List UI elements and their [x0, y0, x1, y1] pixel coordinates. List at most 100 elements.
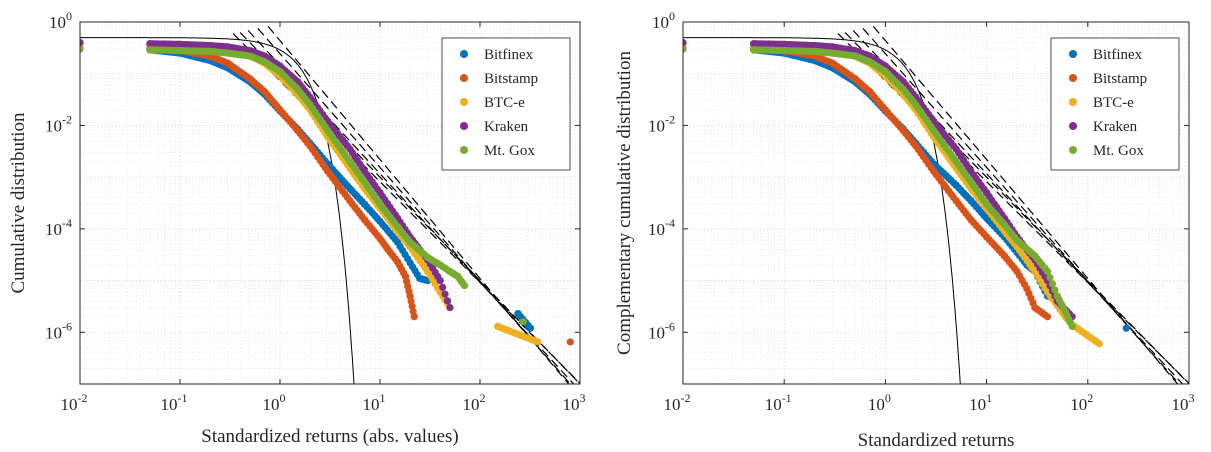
legend-marker [1069, 146, 1077, 154]
axes-frame [79, 21, 581, 385]
x-tick-label: 10-2 [664, 391, 691, 414]
gaussian-curve [80, 37, 355, 384]
data-point [224, 59, 232, 67]
x-axis-label: Standardized returns [858, 430, 1015, 451]
data-point [410, 313, 418, 321]
data-point [683, 45, 687, 53]
x-tick-label: 101 [363, 391, 386, 414]
legend-marker [1069, 74, 1077, 82]
data-point [1031, 304, 1039, 312]
data-point [441, 290, 449, 298]
legend-label: Bitfinex [1093, 47, 1143, 63]
y-tick-label: 100 [652, 9, 675, 32]
data-point [443, 297, 452, 305]
data-point [566, 338, 574, 346]
fit-dashed-line [257, 28, 572, 384]
data-point [394, 223, 402, 231]
data-point [324, 126, 332, 135]
data-point [346, 197, 354, 205]
data-point [1000, 221, 1009, 229]
data-point [406, 292, 414, 300]
data-point [276, 67, 284, 76]
x-tick-label: 10-1 [161, 391, 188, 414]
data-point [952, 145, 960, 153]
legend-label: Bitstamp [1093, 71, 1147, 87]
data-point [881, 106, 890, 114]
data-point [866, 88, 874, 96]
data-point [1061, 308, 1069, 316]
data-point [446, 267, 454, 276]
data-point [401, 272, 410, 281]
data-point [967, 178, 975, 186]
data-point [260, 88, 269, 96]
y-tick-label: 10-2 [648, 112, 675, 135]
data-point [224, 49, 232, 57]
data-point [306, 101, 314, 109]
legend-label: Bitfinex [484, 47, 534, 63]
data-point [276, 106, 284, 114]
data-point [1023, 284, 1031, 293]
data-point [416, 274, 424, 283]
data-point [206, 41, 214, 50]
series-mt-gox [683, 45, 1076, 330]
data-point [851, 75, 859, 83]
legend-marker [460, 122, 468, 130]
data-point [514, 309, 522, 318]
y-tick-label: 10-4 [45, 216, 72, 239]
data-point [851, 52, 859, 60]
legend-marker [460, 74, 468, 82]
legend: Bitfinex Bitstamp BTC-e Kraken Mt. Gox [1050, 37, 1180, 171]
fit-dashed-line [247, 30, 575, 384]
data-point [983, 233, 991, 241]
data-point [828, 49, 837, 57]
data-point [983, 189, 991, 197]
data-point [1122, 324, 1130, 332]
data-point [376, 200, 384, 208]
data-point [439, 283, 447, 291]
data-point [1053, 292, 1061, 300]
data-point [436, 261, 444, 269]
data-point [526, 324, 535, 332]
x-tick-label: 101 [969, 391, 992, 414]
data-point [376, 234, 384, 243]
legend-label: BTC-e [1093, 95, 1134, 111]
data-point [360, 178, 369, 186]
data-point [294, 85, 302, 93]
data-point [750, 40, 758, 48]
data-point [912, 101, 920, 109]
y-tick-label: 10-6 [648, 319, 675, 342]
data-point [866, 58, 874, 66]
data-point [1013, 267, 1021, 276]
axes-frame [682, 21, 1190, 385]
legend-marker [460, 146, 468, 154]
y-tick-label: 100 [49, 9, 72, 32]
fit-dashed-line [872, 25, 1179, 384]
legend-label: BTC-e [484, 95, 525, 111]
data-point [828, 43, 837, 51]
legend-marker [1069, 122, 1077, 130]
legend-label: Bitstamp [484, 71, 538, 87]
x-tick-label: 10-1 [765, 391, 792, 414]
data-point [246, 75, 254, 83]
data-point [899, 85, 907, 93]
data-point [952, 181, 960, 189]
fit-dashed-line [267, 25, 570, 384]
data-point [346, 185, 354, 193]
data-point [780, 46, 788, 55]
data-point [460, 281, 469, 290]
data-point [967, 167, 975, 175]
y-axis-label: Cumulative distribution [8, 112, 29, 294]
data-point [346, 145, 354, 153]
data-point [1013, 236, 1021, 244]
y-tick-label: 10-6 [45, 319, 72, 342]
data-point [246, 52, 254, 60]
y-axis-label: Complementary cumulative distribution [614, 51, 635, 355]
data-point [324, 167, 332, 175]
data-point [294, 126, 302, 135]
data-point [1095, 340, 1103, 348]
data-point [683, 38, 687, 47]
data-point [983, 214, 991, 222]
fit-dashed-line [862, 28, 1181, 384]
data-point [930, 167, 938, 175]
data-point [1031, 252, 1039, 260]
